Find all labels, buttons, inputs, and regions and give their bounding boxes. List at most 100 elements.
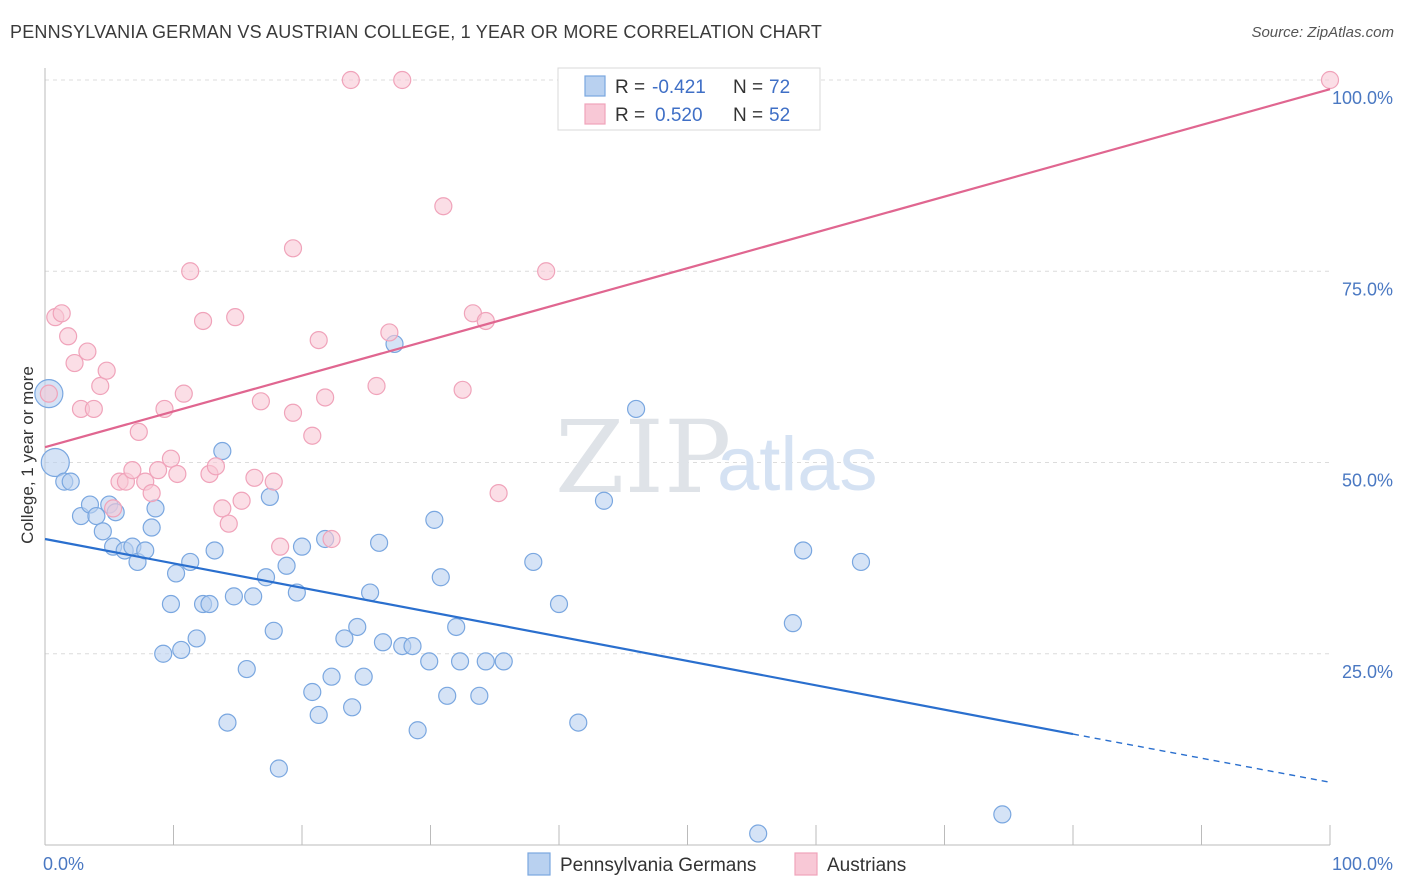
series-pennsylvania-germans-points — [34, 334, 1012, 843]
data-point — [59, 327, 78, 346]
data-point — [61, 472, 80, 491]
bottom-legend-label-austrians: Austrians — [827, 855, 906, 876]
data-point — [244, 587, 263, 606]
data-point — [549, 594, 569, 614]
data-point — [322, 529, 341, 549]
data-point — [40, 447, 70, 478]
y-tick-label: 25.0% — [1342, 662, 1393, 682]
bottom-legend: Pennsylvania Germans Austrians — [527, 852, 906, 876]
data-point — [213, 441, 232, 461]
chart-title: PENNSYLVANIA GERMAN VS AUSTRIAN COLLEGE,… — [10, 22, 823, 42]
watermark-zip: ZIP — [555, 399, 731, 516]
data-point — [174, 384, 193, 403]
data-point — [193, 311, 213, 331]
data-point — [87, 506, 106, 526]
data-point — [129, 422, 148, 441]
data-point — [537, 262, 556, 281]
x-tick-label: 0.0% — [43, 854, 84, 874]
data-point — [154, 644, 173, 663]
data-point — [292, 537, 312, 556]
data-point — [851, 552, 871, 572]
data-point — [794, 541, 813, 560]
data-point — [380, 323, 399, 342]
data-point — [316, 388, 335, 407]
data-point — [123, 461, 142, 480]
y-axis-label: College, 1 year or more — [18, 366, 37, 544]
data-point — [431, 568, 450, 587]
data-point — [425, 510, 444, 529]
data-point — [232, 491, 251, 510]
data-point — [408, 721, 427, 740]
data-point — [142, 484, 161, 503]
data-point — [524, 552, 543, 572]
data-point — [166, 564, 186, 583]
data-point — [494, 652, 513, 671]
data-point — [206, 457, 226, 476]
watermark: ZIP atlas — [555, 399, 878, 516]
data-point — [91, 376, 110, 396]
data-point — [303, 426, 322, 445]
data-point — [470, 686, 489, 705]
trend-line — [44, 88, 1331, 449]
data-point — [309, 705, 328, 725]
data-point — [594, 491, 614, 510]
data-point — [256, 568, 276, 587]
legend-swatch-pennsylvania-germans — [584, 75, 606, 97]
data-point — [104, 499, 123, 518]
data-point — [260, 487, 279, 507]
data-point — [161, 449, 181, 468]
data-point — [343, 698, 362, 717]
data-point — [450, 652, 470, 671]
top-legend: R = -0.421 N = 72 R = 0.520 N = 52 — [557, 67, 821, 131]
data-point — [97, 361, 116, 380]
data-point — [93, 522, 112, 541]
data-point — [65, 353, 84, 373]
data-point — [237, 659, 256, 679]
data-point — [181, 262, 200, 281]
data-point — [569, 713, 588, 732]
data-point — [52, 304, 71, 323]
data-point — [161, 594, 181, 614]
legend-r-label-2: R = — [615, 105, 645, 126]
trend-line-extension — [1072, 733, 1331, 783]
watermark-atlas: atlas — [717, 422, 878, 507]
data-point — [370, 533, 389, 552]
data-point — [78, 342, 97, 361]
data-point — [322, 667, 341, 686]
bottom-legend-swatch-austrians — [794, 852, 818, 876]
data-point — [403, 636, 422, 656]
data-point — [348, 617, 367, 637]
bottom-legend-label-pennsylvania-germans: Pennsylvania Germans — [560, 855, 756, 876]
legend-r-value-2: 0.520 — [655, 105, 703, 126]
data-point — [269, 759, 288, 778]
legend-n-label-1: N = — [733, 77, 763, 98]
data-point — [264, 621, 283, 640]
data-point — [367, 376, 386, 396]
data-point — [226, 308, 245, 327]
data-point — [626, 399, 646, 419]
legend-n-value-2: 52 — [769, 105, 790, 126]
legend-r-value-1: -0.421 — [652, 77, 706, 98]
data-point — [271, 537, 290, 556]
data-point — [438, 686, 457, 705]
legend-n-value-1: 72 — [769, 77, 790, 98]
gridlines — [45, 79, 1330, 655]
data-point — [420, 652, 439, 671]
data-point — [277, 556, 296, 575]
legend-swatch-austrians — [584, 103, 606, 125]
data-point — [146, 499, 165, 518]
data-point — [476, 652, 495, 671]
source-label: Source: ZipAtlas.com — [1251, 24, 1394, 41]
data-point — [434, 197, 453, 216]
data-point — [224, 587, 243, 606]
data-point — [783, 614, 802, 633]
data-point — [373, 633, 393, 652]
data-point — [453, 380, 472, 399]
data-point — [142, 518, 161, 537]
y-tick-label: 75.0% — [1342, 279, 1393, 299]
legend-r-label-1: R = — [615, 77, 645, 98]
data-point — [341, 70, 360, 90]
data-point — [200, 594, 219, 614]
data-point — [172, 640, 191, 660]
